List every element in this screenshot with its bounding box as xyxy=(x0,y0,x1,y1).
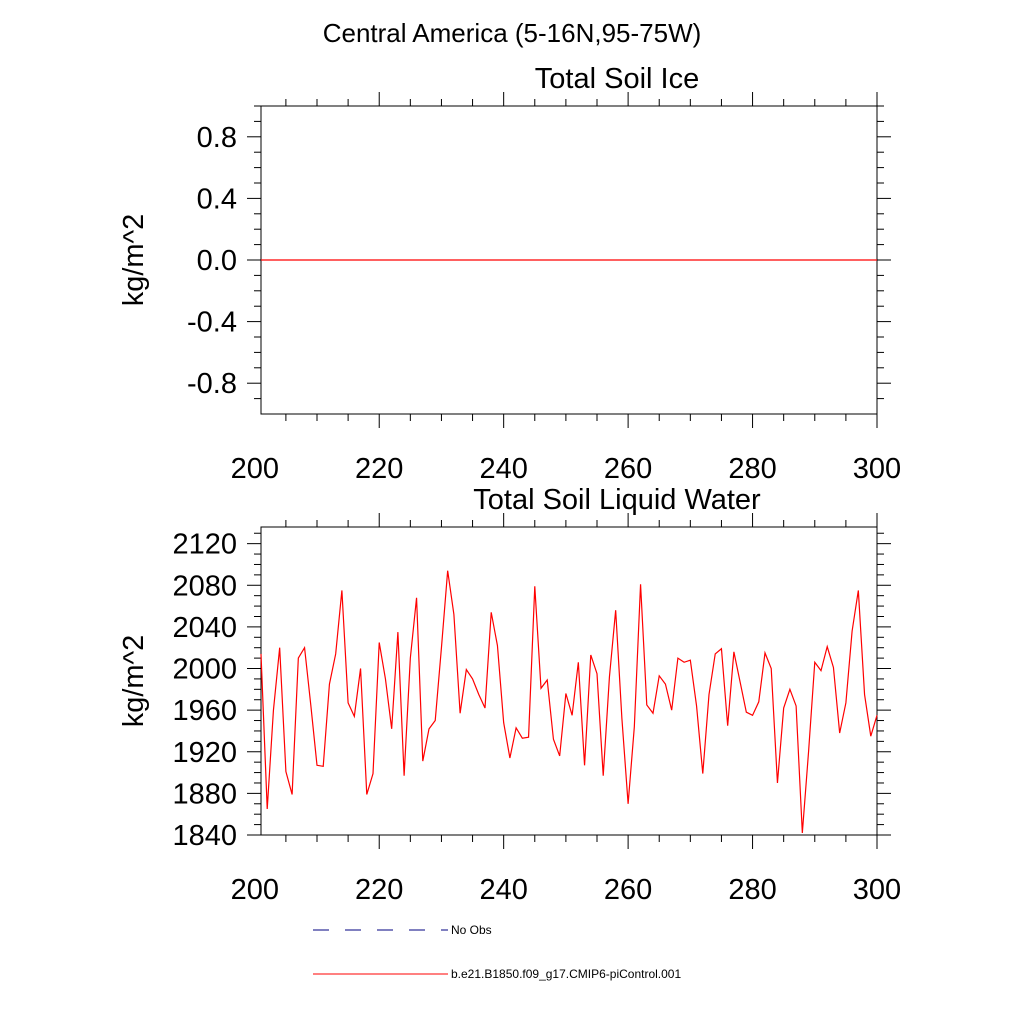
y-tick-label: -0.8 xyxy=(187,368,237,400)
series-line-model xyxy=(260,570,878,833)
x-tick-label: 280 xyxy=(728,874,776,906)
y-tick-label: 0.8 xyxy=(197,122,237,154)
figure-suptitle: Central America (5-16N,95-75W) xyxy=(323,18,702,48)
x-tick-label: 300 xyxy=(853,453,901,485)
y-tick-label: 2040 xyxy=(172,612,237,644)
x-tick-label: 200 xyxy=(231,453,279,485)
x-tick-label: 300 xyxy=(853,874,901,906)
chart-panel-2: Total Soil Liquid Water kg/m^2 200 220 240 26… xyxy=(118,484,901,906)
x-tick-label: 240 xyxy=(479,453,527,485)
y-axis-label: kg/m^2 xyxy=(118,635,150,728)
y-tick-label: 2120 xyxy=(172,529,237,561)
chart-title: Total Soil Ice xyxy=(535,63,699,95)
x-tick-label: 280 xyxy=(728,453,776,485)
plot-frame xyxy=(260,526,878,836)
y-tick-label: 1840 xyxy=(172,820,237,852)
x-tick-label: 260 xyxy=(604,874,652,906)
y-tick-label: 1880 xyxy=(172,778,237,810)
y-tick-label: 0.4 xyxy=(197,183,237,215)
legend-label-obs: No Obs xyxy=(451,923,492,937)
chart-panel-1: Total Soil Ice kg/m^2 200 220 240 260 280 300 -0… xyxy=(118,63,901,485)
y-tick-label: 1960 xyxy=(172,695,237,727)
x-tick-label: 200 xyxy=(231,874,279,906)
y-axis-label: kg/m^2 xyxy=(118,214,150,307)
legend: No Obs b.e21.B1850.f09_g17.CMIP6-piContr… xyxy=(313,923,681,981)
chart-title: Total Soil Liquid Water xyxy=(473,484,761,516)
y-tick-label: 0.0 xyxy=(197,245,237,277)
legend-label-model: b.e21.B1850.f09_g17.CMIP6-piControl.001 xyxy=(451,967,681,981)
y-tick-label: 2000 xyxy=(172,654,237,686)
x-tick-label: 260 xyxy=(604,453,652,485)
x-tick-label: 240 xyxy=(479,874,527,906)
y-tick-label: -0.4 xyxy=(187,307,237,339)
y-tick-label: 1920 xyxy=(172,737,237,769)
x-tick-label: 220 xyxy=(355,874,403,906)
x-tick-label: 220 xyxy=(355,453,403,485)
y-tick-label: 2080 xyxy=(172,570,237,602)
